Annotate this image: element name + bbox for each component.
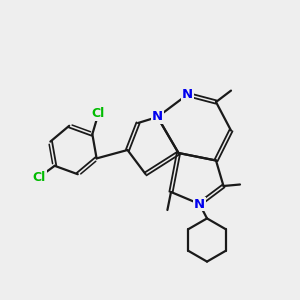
Text: Cl: Cl <box>32 171 46 184</box>
Text: Cl: Cl <box>92 107 105 120</box>
Text: N: N <box>182 88 193 101</box>
Text: N: N <box>194 197 205 211</box>
Text: N: N <box>152 110 163 124</box>
